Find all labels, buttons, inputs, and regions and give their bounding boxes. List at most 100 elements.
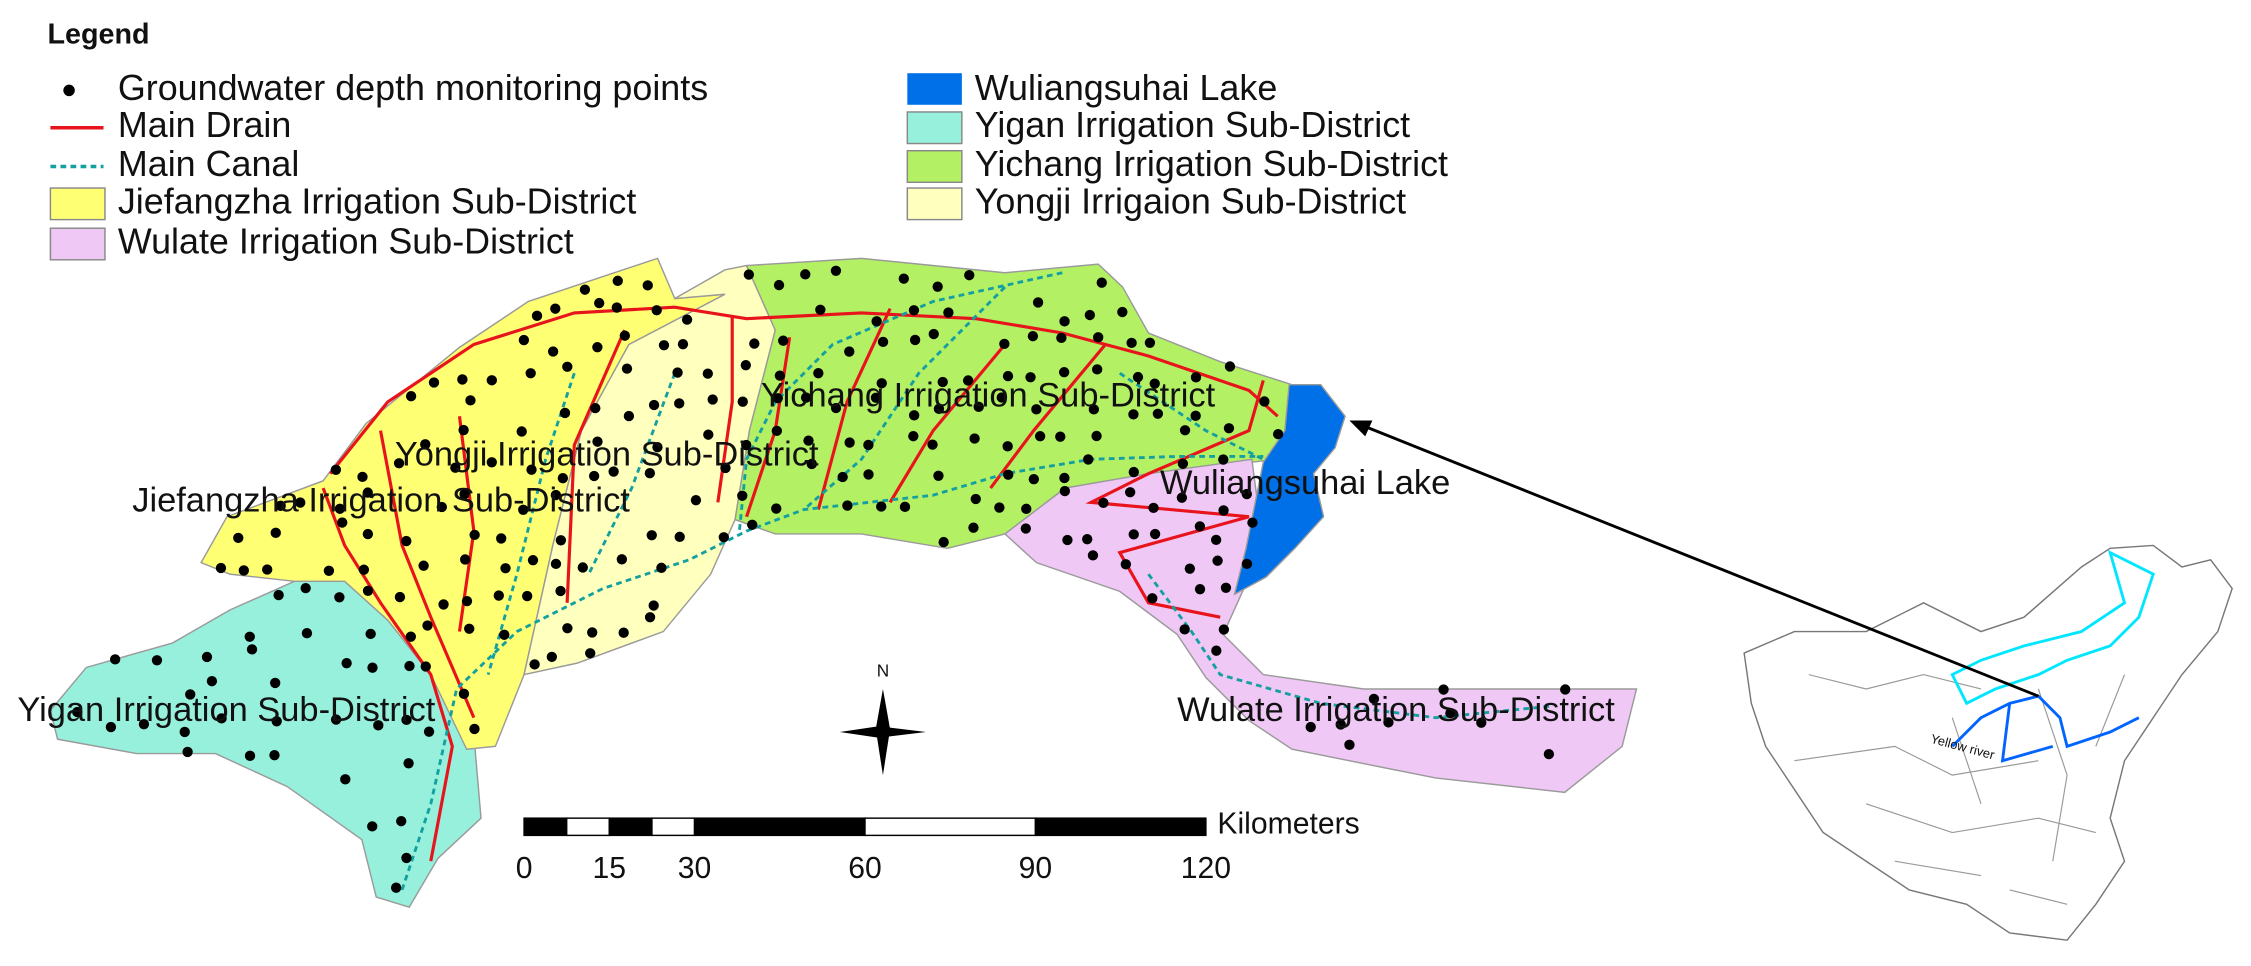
- monitoring-point: [899, 501, 911, 513]
- monitoring-point: [362, 487, 373, 498]
- monitoring-point: [403, 758, 414, 769]
- monitoring-point: [357, 471, 368, 483]
- monitoring-point: [623, 410, 635, 422]
- scale-segment: [693, 817, 866, 837]
- monitoring-point: [871, 316, 882, 327]
- monitoring-point: [579, 284, 591, 295]
- monitoring-point: [1020, 523, 1031, 534]
- monitoring-point: [404, 660, 415, 672]
- monitoring-point: [800, 269, 811, 280]
- monitoring-point: [1002, 441, 1013, 452]
- monitoring-point: [1096, 277, 1107, 288]
- monitoring-point: [422, 620, 433, 631]
- legend-label: Main Canal: [118, 144, 299, 184]
- monitoring-point: [301, 628, 313, 639]
- monitoring-point: [1259, 396, 1270, 407]
- monitoring-point: [1190, 372, 1202, 383]
- monitoring-point: [362, 528, 374, 540]
- monitoring-point: [677, 339, 689, 350]
- monitoring-point: [618, 627, 629, 638]
- monitoring-point: [1438, 684, 1449, 695]
- monitoring-point: [461, 595, 473, 607]
- monitoring-point: [486, 375, 497, 386]
- monitoring-point: [876, 501, 887, 512]
- monitoring-point: [720, 462, 731, 474]
- monitoring-point: [275, 500, 286, 511]
- arrow-head: [1349, 420, 1373, 437]
- scale-tick-label: 0: [516, 852, 533, 885]
- monitoring-point: [1148, 502, 1159, 514]
- monitoring-points: [72, 265, 1571, 893]
- monitoring-point: [1093, 332, 1104, 343]
- legend-dot: [63, 84, 75, 97]
- monitoring-point: [420, 439, 431, 450]
- pointer-arrow: [1360, 423, 2039, 698]
- monitoring-point: [1247, 517, 1258, 528]
- monitoring-point: [1028, 474, 1039, 485]
- monitoring-point: [844, 437, 855, 448]
- monitoring-point: [1084, 309, 1096, 321]
- monitoring-point: [1335, 719, 1346, 730]
- monitoring-point: [546, 651, 558, 663]
- monitoring-point: [1098, 497, 1109, 509]
- monitoring-point: [358, 564, 370, 575]
- monitoring-point: [1184, 563, 1196, 574]
- monitoring-point: [898, 273, 909, 284]
- monitoring-point: [405, 391, 417, 402]
- monitoring-point: [270, 527, 281, 538]
- monitoring-point: [300, 582, 311, 594]
- legend-label: Wuliangsuhai Lake: [975, 68, 1277, 108]
- monitoring-point: [830, 402, 842, 414]
- monitoring-point: [423, 726, 435, 737]
- monitoring-point: [367, 662, 378, 673]
- monitoring-point: [1272, 428, 1284, 440]
- monitoring-point: [562, 361, 573, 372]
- monitoring-point: [1056, 332, 1067, 344]
- north-arrow: N: [839, 660, 926, 776]
- monitoring-point: [592, 342, 603, 353]
- monitoring-point: [390, 882, 402, 893]
- monitoring-point: [938, 536, 949, 548]
- monitoring-point: [1194, 521, 1206, 532]
- monitoring-point: [588, 470, 600, 482]
- monitoring-point: [458, 424, 469, 436]
- monitoring-point: [1344, 739, 1355, 750]
- drain: [565, 329, 627, 603]
- monitoring-point: [529, 659, 540, 670]
- scale-tick-label: 15: [593, 852, 627, 885]
- monitoring-point: [590, 402, 601, 414]
- monitoring-point: [1212, 555, 1223, 566]
- monitoring-point: [813, 368, 824, 379]
- monitoring-point: [1177, 458, 1189, 469]
- monitoring-point: [587, 627, 598, 638]
- monitoring-point: [244, 631, 255, 642]
- monitoring-point: [459, 554, 471, 565]
- legend-swatch: [49, 227, 106, 261]
- monitoring-point: [803, 435, 814, 446]
- monitoring-point: [968, 522, 979, 533]
- monitoring-point: [486, 457, 497, 468]
- monitoring-point: [652, 442, 663, 453]
- monitoring-point: [1027, 330, 1039, 342]
- monitoring-point: [1124, 487, 1136, 498]
- monitoring-point: [740, 359, 751, 371]
- monitoring-point: [973, 401, 984, 413]
- monitoring-point: [1002, 370, 1014, 382]
- monitoring-point: [206, 675, 218, 687]
- monitoring-point: [772, 393, 783, 404]
- monitoring-point: [771, 425, 782, 437]
- monitoring-point: [1144, 337, 1156, 348]
- drain: [989, 343, 1107, 489]
- monitoring-point: [837, 471, 848, 483]
- canal: [486, 372, 576, 676]
- monitoring-point: [644, 468, 656, 479]
- monitoring-point: [1220, 582, 1232, 593]
- monitoring-point: [642, 280, 653, 291]
- monitoring-point: [550, 489, 562, 501]
- monitoring-point: [1190, 410, 1201, 422]
- monitoring-point: [295, 497, 306, 508]
- monitoring-point: [577, 562, 588, 573]
- monitoring-point: [201, 651, 213, 663]
- monitoring-point: [1179, 425, 1191, 436]
